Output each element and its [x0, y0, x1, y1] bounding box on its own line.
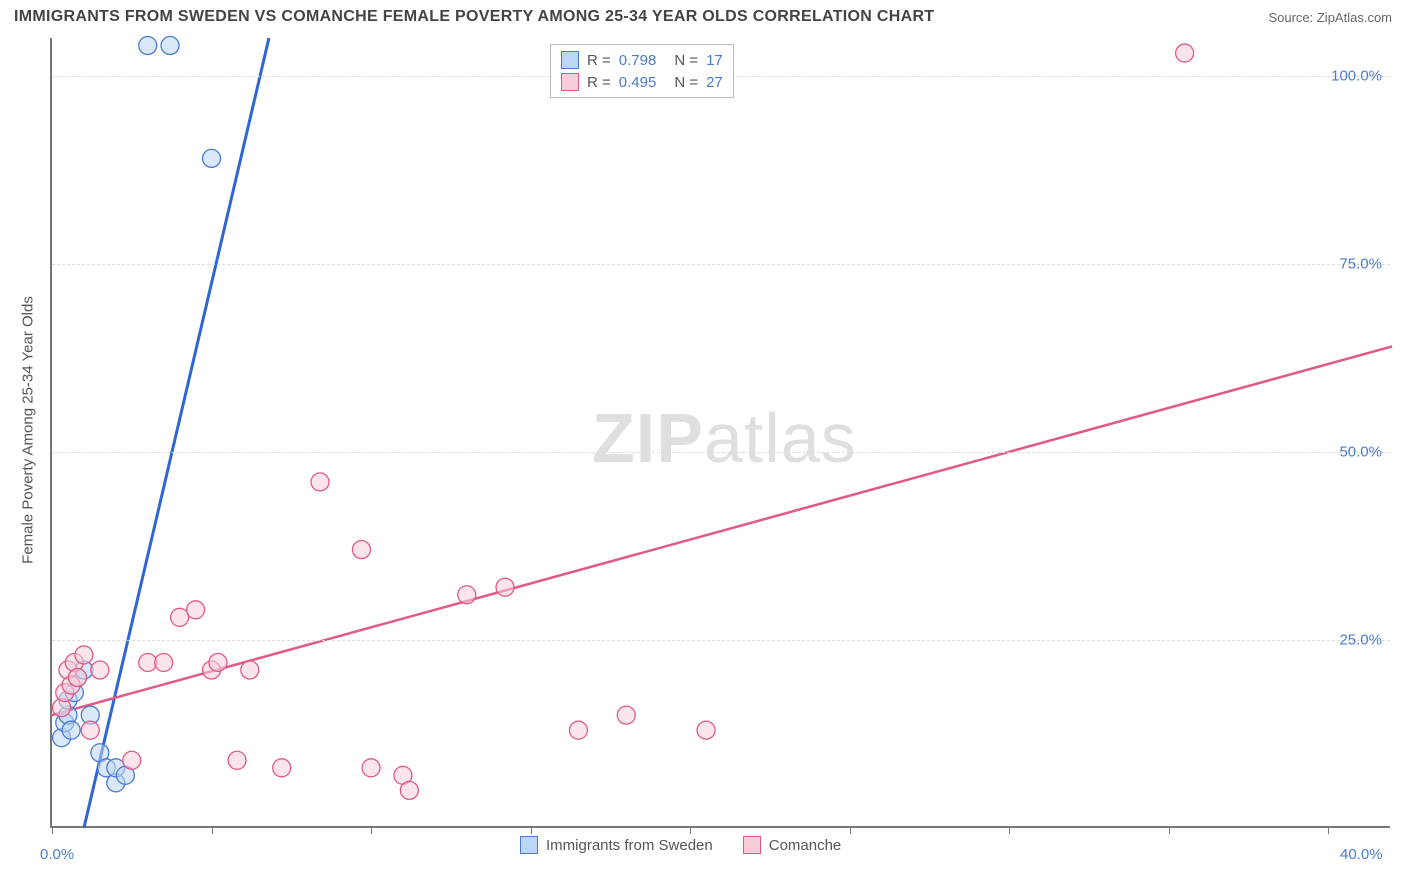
plot-area: ZIPatlas 25.0%50.0%75.0%100.0%: [50, 38, 1390, 828]
legend-bottom-swatch-1: [743, 836, 761, 854]
data-point: [81, 721, 99, 739]
x-label-right: 40.0%: [1340, 846, 1383, 863]
data-point: [311, 473, 329, 491]
legend-bottom-label-0: Immigrants from Sweden: [546, 837, 713, 854]
data-point: [496, 578, 514, 596]
data-point: [62, 721, 80, 739]
y-tick-label: 75.0%: [1339, 255, 1382, 272]
x-tick: [1169, 826, 1170, 834]
y-axis-label: Female Poverty Among 25-34 Year Olds: [20, 296, 37, 564]
n-label-0: N =: [674, 52, 698, 69]
legend-bottom-label-1: Comanche: [769, 837, 842, 854]
data-point: [400, 781, 418, 799]
y-tick-label: 100.0%: [1331, 67, 1382, 84]
data-point: [139, 653, 157, 671]
legend-swatch-0: [561, 51, 579, 69]
r-value-1: 0.495: [619, 74, 657, 91]
x-tick: [212, 826, 213, 834]
x-tick: [531, 826, 532, 834]
x-label-left: 0.0%: [40, 846, 74, 863]
x-tick: [371, 826, 372, 834]
trend-line: [84, 38, 269, 828]
data-point: [1176, 44, 1194, 62]
data-point: [617, 706, 635, 724]
data-point: [228, 751, 246, 769]
n-value-1: 27: [706, 74, 723, 91]
gridline: [52, 640, 1390, 641]
y-tick-label: 50.0%: [1339, 443, 1382, 460]
data-point: [203, 149, 221, 167]
legend-stats-row-0: R = 0.798 N = 17: [561, 49, 723, 71]
data-point: [352, 541, 370, 559]
legend-item-1: Comanche: [743, 836, 842, 854]
data-point: [171, 608, 189, 626]
n-value-0: 17: [706, 52, 723, 69]
data-point: [697, 721, 715, 739]
x-tick: [1009, 826, 1010, 834]
trend-line: [52, 346, 1392, 715]
data-point: [69, 669, 87, 687]
data-point: [362, 759, 380, 777]
r-value-0: 0.798: [619, 52, 657, 69]
data-point: [155, 653, 173, 671]
legend-stats-box: R = 0.798 N = 17 R = 0.495 N = 27: [550, 44, 734, 98]
gridline: [52, 452, 1390, 453]
data-point: [75, 646, 93, 664]
legend-swatch-1: [561, 73, 579, 91]
x-tick: [1328, 826, 1329, 834]
data-point: [209, 653, 227, 671]
data-point: [241, 661, 259, 679]
r-label-1: R =: [587, 74, 611, 91]
data-point: [458, 586, 476, 604]
data-point: [273, 759, 291, 777]
n-label-1: N =: [674, 74, 698, 91]
chart-container: IMMIGRANTS FROM SWEDEN VS COMANCHE FEMAL…: [0, 0, 1406, 892]
chart-title: IMMIGRANTS FROM SWEDEN VS COMANCHE FEMAL…: [14, 8, 934, 26]
legend-bottom-swatch-0: [520, 836, 538, 854]
data-point: [123, 751, 141, 769]
legend-bottom: Immigrants from Sweden Comanche: [520, 836, 841, 854]
data-point: [161, 37, 179, 55]
data-point: [187, 601, 205, 619]
legend-item-0: Immigrants from Sweden: [520, 836, 713, 854]
y-tick-label: 25.0%: [1339, 631, 1382, 648]
x-tick: [690, 826, 691, 834]
r-label-0: R =: [587, 52, 611, 69]
title-bar: IMMIGRANTS FROM SWEDEN VS COMANCHE FEMAL…: [14, 8, 1392, 26]
gridline: [52, 264, 1390, 265]
plot-svg: [52, 38, 1390, 826]
legend-stats-row-1: R = 0.495 N = 27: [561, 71, 723, 93]
data-point: [139, 37, 157, 55]
x-tick: [850, 826, 851, 834]
data-point: [569, 721, 587, 739]
source-label: Source: ZipAtlas.com: [1268, 10, 1392, 25]
x-tick: [52, 826, 53, 834]
data-point: [91, 661, 109, 679]
